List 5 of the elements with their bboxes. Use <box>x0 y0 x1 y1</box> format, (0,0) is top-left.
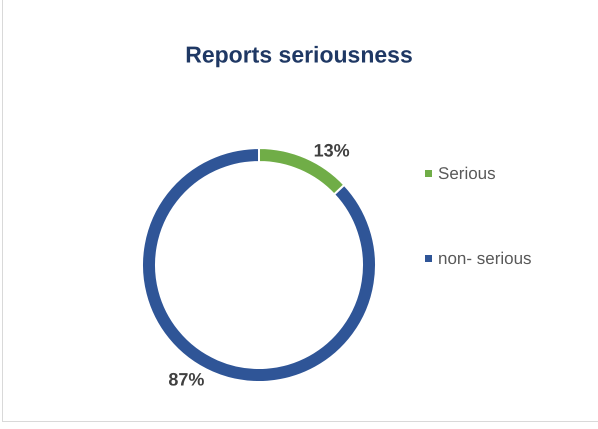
data-label: 13% <box>314 140 350 160</box>
data-label: 87% <box>168 370 204 390</box>
chart-title: Reports seriousness <box>185 42 413 68</box>
legend-label: non- serious <box>438 249 532 268</box>
legend-label: Serious <box>438 164 496 183</box>
